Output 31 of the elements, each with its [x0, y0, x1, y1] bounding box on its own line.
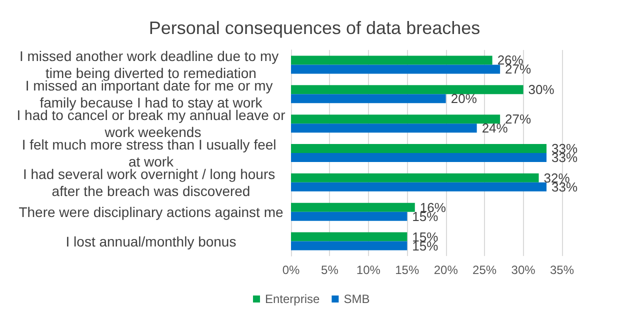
x-tick-label: 30%: [511, 263, 536, 277]
bar: [291, 212, 408, 221]
x-tick-label: 5%: [321, 263, 339, 277]
x-tick-label: 0%: [282, 263, 300, 277]
bar: [291, 85, 524, 94]
x-tick-label: 15%: [395, 263, 420, 277]
y-tick-label: I missed another work deadline due to my time being diverted to remediation: [19, 48, 283, 82]
bar: [291, 173, 539, 182]
x-tick-label: 25%: [472, 263, 497, 277]
bar: [291, 114, 500, 124]
y-tick-label: There were disciplinary actions against me: [18, 204, 284, 220]
bar: [291, 232, 408, 242]
data-label: 30%: [528, 82, 555, 98]
x-tick-label: 20%: [434, 263, 458, 277]
bar: [291, 94, 446, 104]
bar: [291, 64, 500, 74]
x-tick-label: 35%: [550, 263, 574, 277]
chart-title: Personal consequences of data breaches: [148, 18, 480, 38]
bar: [291, 182, 547, 192]
bar: [291, 144, 547, 153]
bar: [291, 202, 415, 212]
data-label: 20%: [450, 91, 478, 106]
bar: [291, 56, 492, 65]
data-label: 27%: [505, 112, 532, 127]
legend-label: SMB: [344, 292, 370, 306]
legend-label: Enterprise: [265, 292, 320, 306]
bar: [291, 153, 547, 162]
x-tick-label: 10%: [356, 263, 381, 277]
bar: [291, 124, 477, 133]
bar: [291, 241, 408, 250]
y-tick-label: I lost annual/monthly bonus: [66, 233, 236, 250]
